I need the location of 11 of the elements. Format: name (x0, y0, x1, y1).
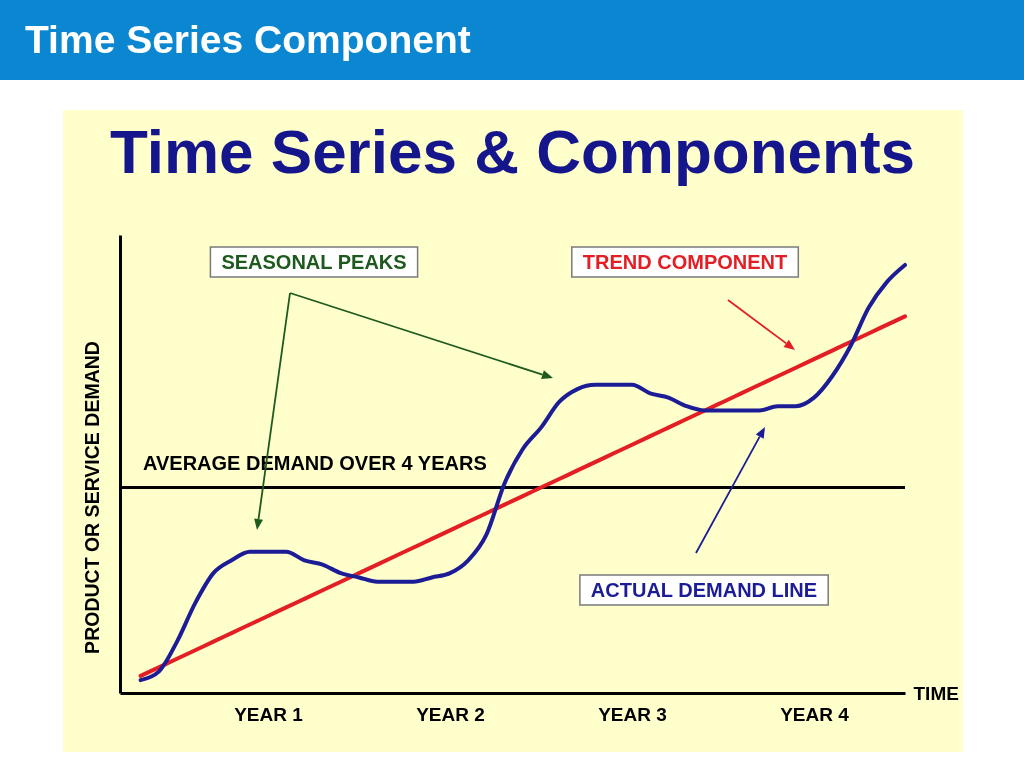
chart-subtitle: Time Series & Components (109, 117, 916, 186)
chart-title: Time Series Component (25, 17, 471, 63)
y-axis-title: PRODUCT OR SERVICE DEMAND (80, 341, 103, 654)
x-tick-label: YEAR 4 (780, 703, 850, 725)
x-tick-label: YEAR 3 (598, 703, 667, 725)
text: TREND COMPONENT (582, 251, 788, 273)
x-tick-label: YEAR 1 (234, 703, 304, 725)
text: ACTUAL DEMAND LINE (590, 579, 818, 601)
x-tick-label: YEAR 2 (416, 703, 485, 725)
x-axis-title: TIME (913, 682, 959, 704)
annotation: SEASONAL PEAKS (221, 251, 407, 273)
